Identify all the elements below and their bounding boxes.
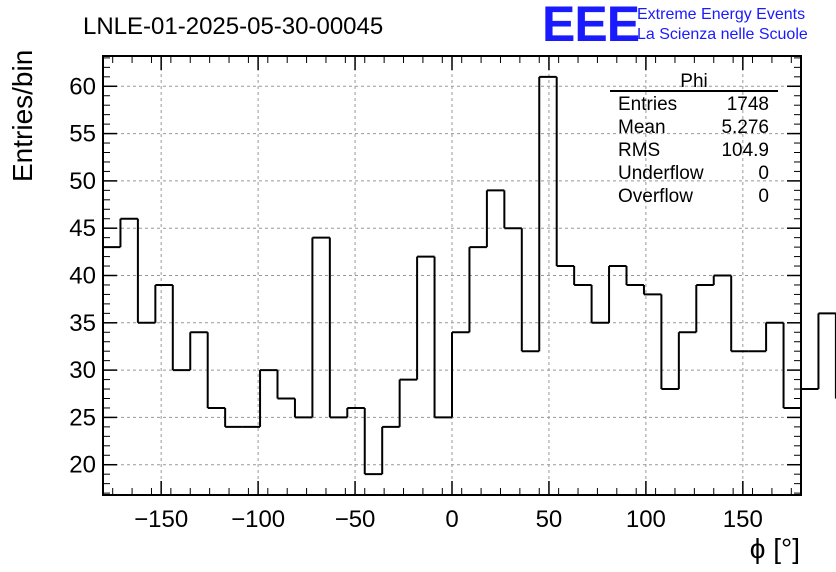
y-tick-label: 30 bbox=[69, 357, 96, 384]
stats-row-label: Entries bbox=[618, 94, 677, 115]
x-tick-label: 0 bbox=[445, 506, 458, 533]
x-tick-label: −150 bbox=[134, 506, 188, 533]
y-tick-label: 25 bbox=[69, 404, 96, 431]
x-tick-label: −100 bbox=[231, 506, 285, 533]
y-tick-label: 60 bbox=[69, 73, 96, 100]
plot-frame bbox=[102, 55, 802, 496]
histogram-bars bbox=[103, 75, 836, 476]
stats-box: Phi Entries 1748 Mean 5.276 RMS 104.9 Underflo… bbox=[610, 71, 778, 207]
y-tick-label: 55 bbox=[69, 121, 96, 148]
chart-title: LNLE-01-2025-05-30-00045 bbox=[83, 13, 383, 40]
x-axis-label: ϕ [°] bbox=[750, 533, 800, 564]
axis-ticks bbox=[103, 56, 801, 495]
stats-row-value: 1748 bbox=[727, 94, 769, 115]
grid-lines bbox=[103, 56, 801, 495]
x-tick-label: −50 bbox=[335, 506, 376, 533]
y-axis-label: Entries/bin bbox=[7, 50, 38, 182]
y-tick-labels: 20 25 30 35 40 45 50 55 60 bbox=[69, 73, 96, 478]
logo-line-1: Extreme Energy Events bbox=[637, 6, 805, 23]
stats-row-label: Overflow bbox=[618, 186, 693, 207]
stats-row-value: 0 bbox=[758, 186, 769, 207]
stats-row-value: 104.9 bbox=[721, 140, 769, 161]
eee-logo: EEE Extreme Energy Events La Scienza nel… bbox=[542, 0, 808, 52]
y-tick-label: 50 bbox=[69, 168, 96, 195]
x-tick-labels: −150 −100 −50 0 50 100 150 bbox=[134, 506, 763, 533]
stats-title: Phi bbox=[680, 71, 707, 92]
y-tick-label: 45 bbox=[69, 215, 96, 242]
stats-rows: Entries 1748 Mean 5.276 RMS 104.9 Underflow 0 Ov… bbox=[618, 94, 769, 207]
y-tick-label: 20 bbox=[69, 452, 96, 479]
x-tick-label: 150 bbox=[723, 506, 763, 533]
stats-row-label: Underflow bbox=[618, 163, 704, 184]
x-tick-label: 50 bbox=[536, 506, 563, 533]
x-tick-label: 100 bbox=[626, 506, 666, 533]
stats-row-label: RMS bbox=[618, 140, 660, 161]
y-tick-label: 40 bbox=[69, 263, 96, 290]
logo-mark: EEE bbox=[542, 0, 639, 52]
stats-row-label: Mean bbox=[618, 117, 666, 138]
y-tick-label: 35 bbox=[69, 310, 96, 337]
logo-line-2: La Scienza nelle Scuole bbox=[637, 26, 808, 43]
stats-row-value: 5.276 bbox=[721, 117, 769, 138]
stats-row-value: 0 bbox=[758, 163, 769, 184]
